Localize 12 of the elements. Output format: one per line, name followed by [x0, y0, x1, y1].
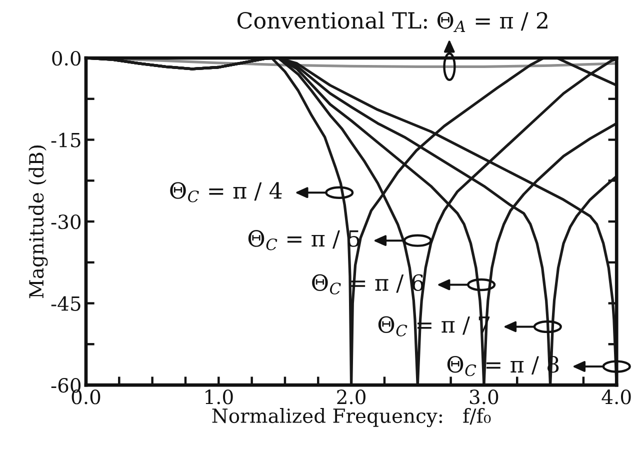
y-tick-label: 0.0 — [52, 50, 81, 66]
x-tick-label: 1.0 — [206, 390, 233, 404]
x-tick-label: 2.0 — [337, 390, 366, 404]
y-tick-label: -45 — [51, 296, 80, 311]
annotation: Θ$_{C}$ = π / 4 — [170, 182, 282, 202]
y-tick-label: -30 — [51, 214, 81, 230]
y-axis-title: Magnitude (dB) — [28, 146, 48, 298]
annotation: Conventional TL: Θ$_{A}$ = π / 2 — [237, 12, 548, 32]
y-tick-label: -15 — [51, 132, 80, 148]
x-tick-label: 3.0 — [470, 390, 498, 404]
x-axis-title: Normalized Frequency: f/f₀ — [212, 408, 491, 428]
x-tick-label: 4.0 — [602, 390, 631, 404]
